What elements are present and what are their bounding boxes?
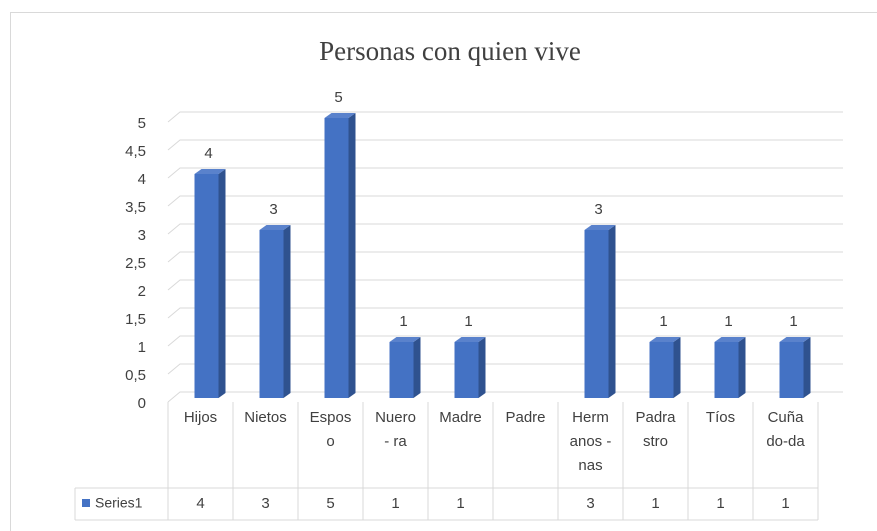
bar (649, 342, 674, 398)
x-tick-label-text: Nuero - ra (375, 409, 416, 450)
data-label: 3 (594, 201, 602, 218)
y-tick-label: 4,5 (125, 143, 146, 160)
bar-top (584, 225, 616, 230)
y-tick-label: 5 (138, 115, 146, 132)
y-tick-label: 2,5 (125, 255, 146, 272)
grid-line (167, 391, 843, 403)
grid-line (167, 307, 843, 319)
grid-line (167, 167, 843, 179)
x-tick-label-text: Esposo (309, 409, 352, 450)
grid-line (167, 279, 843, 291)
x-tick-label: Nietos (233, 406, 298, 430)
x-tick-label: Esposo (298, 406, 363, 454)
x-tick-label: Madre (428, 406, 493, 430)
y-tick-label: 4 (138, 171, 146, 188)
legend-label: Series1 (95, 495, 143, 511)
grid-line (167, 251, 843, 263)
y-tick-label: 3 (138, 227, 146, 244)
bar (584, 230, 609, 398)
x-tick-label-text: Cuñado-da (766, 409, 805, 450)
grid-line (167, 195, 843, 207)
bar-top (259, 225, 291, 230)
bar-top (649, 337, 681, 342)
x-tick-label: Hijos (168, 406, 233, 430)
y-tick-label: 2 (138, 283, 146, 300)
x-tick-label-text: Nietos (244, 409, 287, 426)
chart-title: Personas con quien vive (319, 36, 581, 66)
bar-side (608, 225, 616, 398)
bar-top (454, 337, 486, 342)
data-label: 1 (399, 313, 407, 330)
bar-top (389, 337, 421, 342)
table-value: 3 (586, 495, 595, 512)
bar (194, 174, 219, 398)
legend-swatch (82, 499, 90, 507)
bar-top (714, 337, 746, 342)
bar-side (803, 337, 811, 398)
x-tick-label: Padrastro (623, 406, 688, 454)
bar-top (324, 113, 356, 118)
x-tick-label-text: Padre (505, 409, 546, 426)
table-value: 3 (261, 495, 270, 512)
bar-side (673, 337, 681, 398)
bar-side (478, 337, 486, 398)
y-tick-label: 1 (138, 339, 146, 356)
bar (259, 230, 284, 398)
bar (389, 342, 414, 398)
data-label: 4 (204, 145, 212, 162)
x-tick-label-text: Tíos (705, 409, 736, 426)
data-label: 1 (789, 313, 797, 330)
chart-border (10, 12, 877, 531)
x-tick-label: Tíos (688, 406, 753, 430)
x-tick-label: Padre (493, 406, 558, 430)
data-label: 5 (334, 89, 342, 106)
grid-line (167, 139, 843, 151)
bar-top (779, 337, 811, 342)
grid-line (167, 335, 843, 347)
bar-side (283, 225, 291, 398)
x-tick-label-text: Madre (439, 409, 482, 426)
bar (454, 342, 479, 398)
data-label: 1 (659, 313, 667, 330)
bar (714, 342, 739, 398)
table-value: 1 (651, 495, 660, 512)
y-tick-label: 1,5 (125, 311, 146, 328)
grid-line (167, 363, 843, 375)
table-value: 1 (391, 495, 400, 512)
y-tick-label: 0 (138, 395, 146, 412)
y-tick-label: 3,5 (125, 199, 146, 216)
bar-top (194, 169, 226, 174)
x-tick-label: Cuñado-da (753, 406, 818, 454)
bar (324, 118, 349, 398)
x-tick-label-text: Hijos (183, 409, 218, 426)
grid-line (167, 111, 843, 123)
x-tick-label: Nuero - ra (363, 406, 428, 454)
bar-side (738, 337, 746, 398)
grid-line (167, 223, 843, 235)
x-tick-label-text: Hermanos - nas (569, 409, 612, 474)
table-value: 1 (716, 495, 725, 512)
x-tick-label-text: Padrastro (635, 409, 676, 450)
bar-side (413, 337, 421, 398)
x-tick-label: Hermanos - nas (558, 406, 623, 478)
data-label: 1 (464, 313, 472, 330)
bar (779, 342, 804, 398)
y-tick-label: 0,5 (125, 367, 146, 384)
bar-side (218, 169, 226, 398)
table-value: 1 (781, 495, 790, 512)
table-value: 1 (456, 495, 465, 512)
table-value: 4 (196, 495, 205, 512)
data-label: 3 (269, 201, 277, 218)
table-value: 5 (326, 495, 335, 512)
data-label: 1 (724, 313, 732, 330)
bar-side (348, 113, 356, 398)
